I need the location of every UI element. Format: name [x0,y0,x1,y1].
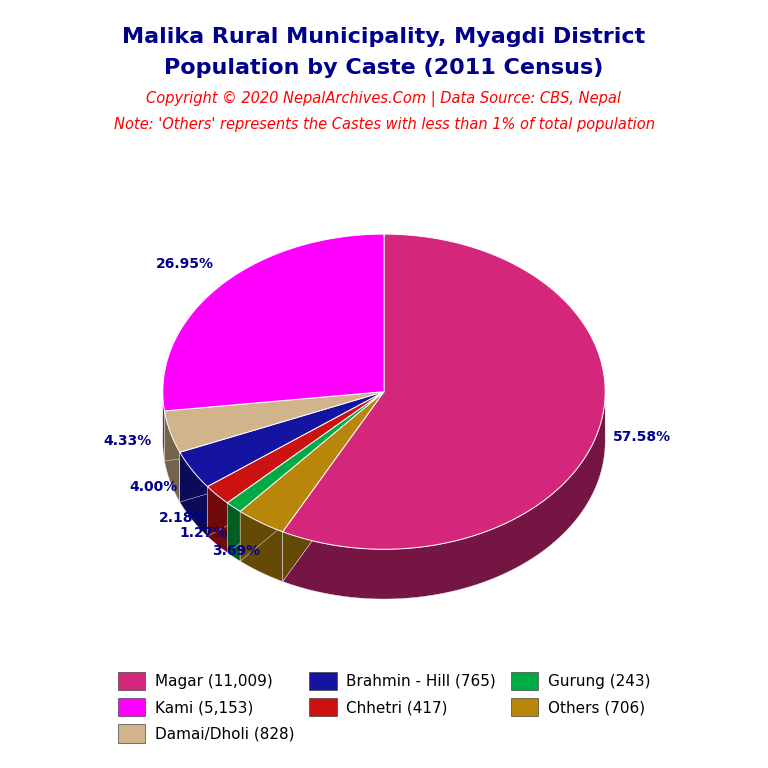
Text: Malika Rural Municipality, Myagdi District: Malika Rural Municipality, Myagdi Distri… [122,27,646,47]
Text: 57.58%: 57.58% [613,430,671,444]
Text: 26.95%: 26.95% [156,257,214,271]
Polygon shape [207,392,384,503]
Text: Copyright © 2020 NepalArchives.Com | Data Source: CBS, Nepal: Copyright © 2020 NepalArchives.Com | Dat… [147,91,621,107]
Polygon shape [164,392,384,461]
Polygon shape [164,392,384,452]
Ellipse shape [163,284,605,599]
Text: 4.33%: 4.33% [103,434,151,448]
Polygon shape [164,392,384,461]
Polygon shape [227,392,384,553]
Polygon shape [163,234,384,411]
Polygon shape [283,392,384,581]
Text: 3.69%: 3.69% [212,545,260,558]
Polygon shape [207,392,384,536]
Polygon shape [227,392,384,553]
Polygon shape [283,392,384,581]
Text: Note: 'Others' represents the Castes with less than 1% of total population: Note: 'Others' represents the Castes wit… [114,117,654,132]
Polygon shape [283,234,605,549]
Polygon shape [283,393,605,599]
Polygon shape [164,411,180,502]
Polygon shape [180,392,384,487]
Text: 1.27%: 1.27% [179,525,227,540]
Polygon shape [180,452,207,536]
Polygon shape [240,392,384,561]
Legend: Magar (11,009), Kami (5,153), Damai/Dholi (828), Brahmin - Hill (765), Chhetri (: Magar (11,009), Kami (5,153), Damai/Dhol… [111,665,657,749]
Polygon shape [180,392,384,502]
Text: 4.00%: 4.00% [130,480,178,495]
Polygon shape [240,392,384,561]
Text: 2.18%: 2.18% [159,511,207,525]
Polygon shape [240,511,283,581]
Polygon shape [207,487,227,553]
Polygon shape [163,391,164,461]
Polygon shape [227,503,240,561]
Polygon shape [240,392,384,531]
Polygon shape [180,392,384,502]
Text: Population by Caste (2011 Census): Population by Caste (2011 Census) [164,58,604,78]
Polygon shape [207,392,384,536]
Polygon shape [227,392,384,511]
